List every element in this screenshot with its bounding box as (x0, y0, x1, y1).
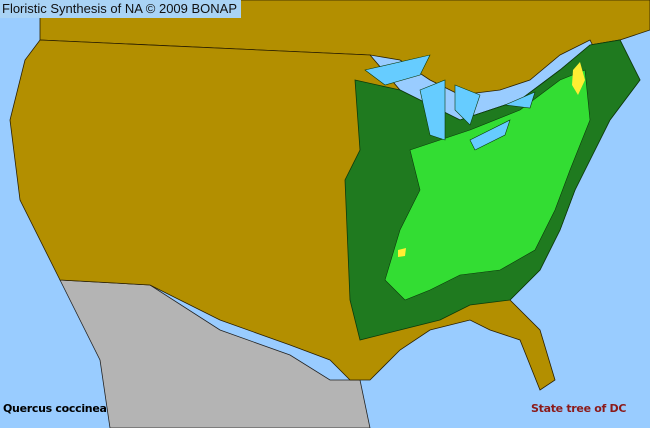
present-county-region (384, 69, 591, 301)
species-note: State tree of DC (531, 402, 627, 415)
map-title: Floristic Synthesis of NA © 2009 BONAP (0, 0, 242, 18)
canada-land (39, 0, 650, 96)
great-lakes (364, 54, 536, 151)
species-name: Quercus coccinea (3, 402, 107, 415)
